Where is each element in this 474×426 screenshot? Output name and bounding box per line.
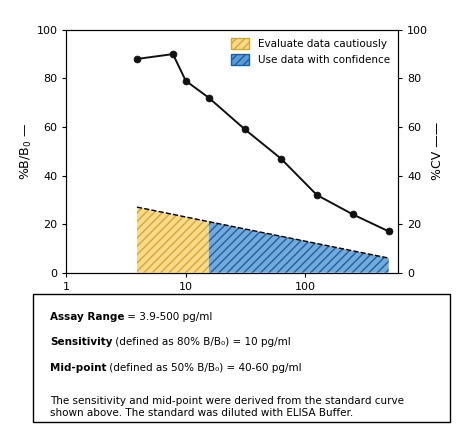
Y-axis label: %B/B$_0$ —: %B/B$_0$ —: [18, 123, 34, 180]
Legend: Evaluate data cautiously, Use data with confidence: Evaluate data cautiously, Use data with …: [228, 35, 393, 68]
Text: Mid-point: Mid-point: [50, 363, 106, 373]
X-axis label: Prostaglandin F$_{2\alpha}$ (pg/ml): Prostaglandin F$_{2\alpha}$ (pg/ml): [142, 297, 322, 314]
FancyBboxPatch shape: [33, 294, 450, 422]
Text: Assay Range: Assay Range: [50, 312, 124, 322]
Text: Sensitivity: Sensitivity: [50, 337, 112, 347]
Text: = 3.9-500 pg/ml: = 3.9-500 pg/ml: [124, 312, 213, 322]
Text: (defined as 50% B/B₀) = 40-60 pg/ml: (defined as 50% B/B₀) = 40-60 pg/ml: [106, 363, 302, 373]
Y-axis label: %CV ——: %CV ——: [431, 122, 444, 180]
Text: The sensitivity and mid-point were derived from the standard curve
shown above. : The sensitivity and mid-point were deriv…: [50, 396, 404, 418]
Text: (defined as 80% B/B₀) = 10 pg/ml: (defined as 80% B/B₀) = 10 pg/ml: [112, 337, 291, 347]
